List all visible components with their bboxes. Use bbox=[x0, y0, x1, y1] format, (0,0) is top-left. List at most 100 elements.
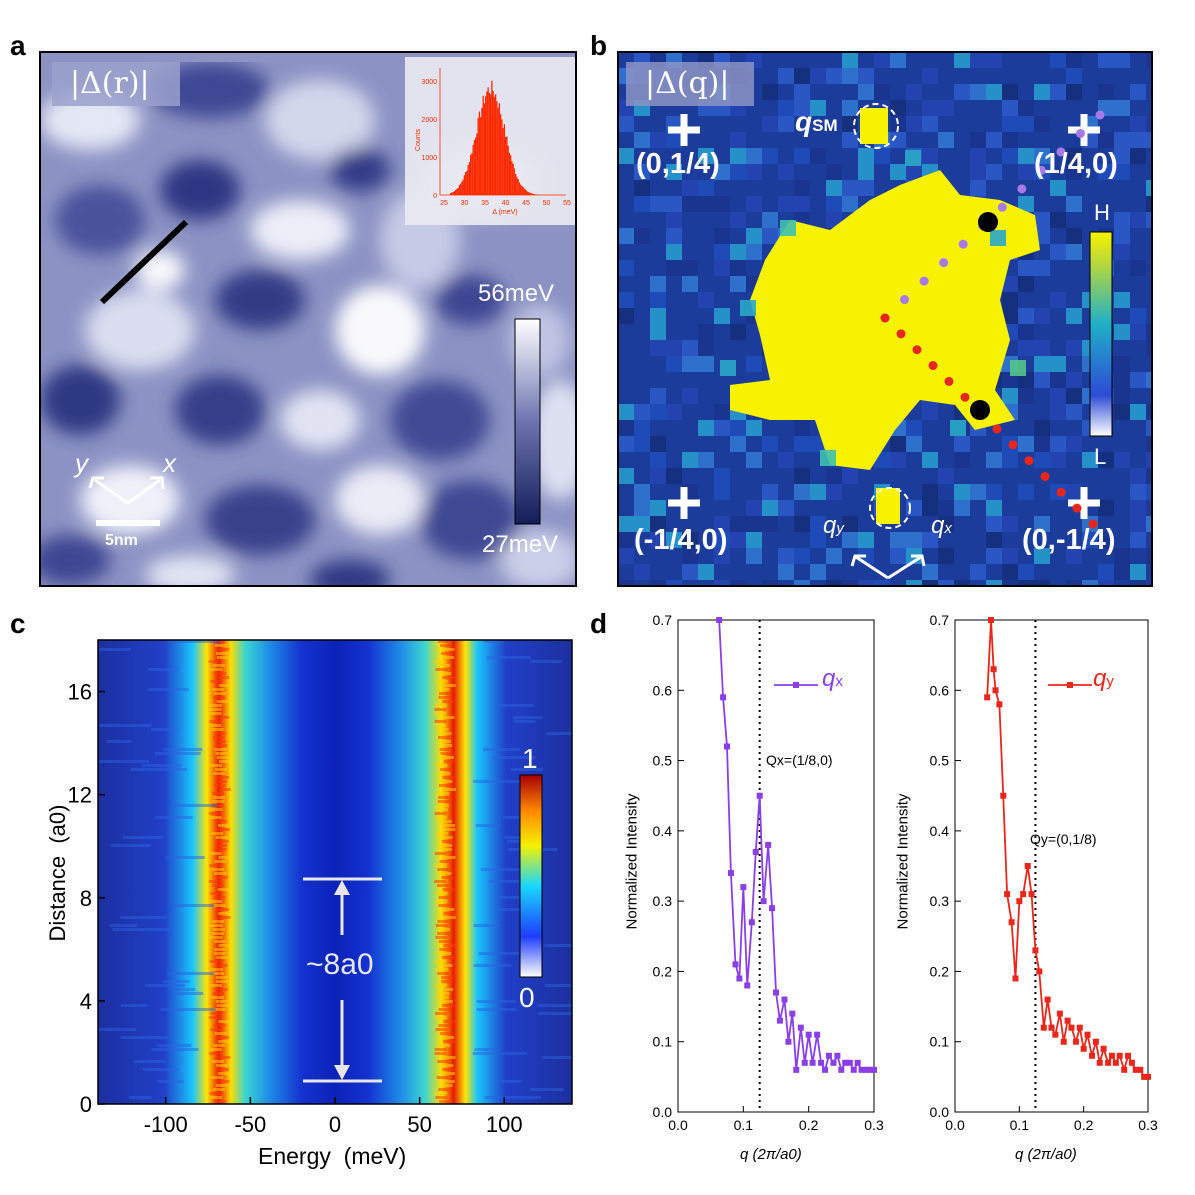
heatmap-peak-segment bbox=[218, 828, 231, 831]
fft-pixel bbox=[1002, 516, 1018, 532]
series-point bbox=[716, 617, 723, 623]
heatmap-peak-segment bbox=[438, 772, 451, 775]
hist-bar bbox=[518, 182, 521, 195]
fft-pixel bbox=[618, 516, 634, 532]
heatmap-peak-segment bbox=[434, 1048, 447, 1051]
heatmap-peak-segment bbox=[209, 708, 222, 711]
heatmap-peak-segment bbox=[216, 1064, 229, 1067]
series-point bbox=[1076, 1024, 1083, 1031]
ytick-label: 0.6 bbox=[653, 682, 673, 698]
fft-pixel bbox=[1034, 212, 1050, 228]
heatmap-peak-segment bbox=[212, 928, 225, 931]
heatmap-noise bbox=[482, 748, 521, 751]
hist-bar bbox=[508, 152, 511, 195]
hist-bar bbox=[452, 192, 454, 195]
fft-pixel bbox=[730, 164, 746, 180]
heatmap-peak-segment bbox=[439, 952, 452, 955]
heatmap-peak-segment bbox=[440, 844, 453, 847]
heatmap-peak-segment bbox=[216, 840, 229, 843]
fft-pixel bbox=[650, 292, 666, 308]
fft-pixel bbox=[634, 436, 650, 452]
fft-pixel bbox=[1098, 52, 1114, 68]
fft-pixel bbox=[794, 84, 810, 100]
fft-pixel bbox=[1114, 100, 1130, 116]
heatmap-noise bbox=[173, 992, 204, 995]
fft-pixel bbox=[986, 164, 1002, 180]
fft-pixel bbox=[730, 212, 746, 228]
xtick-label: 0.0 bbox=[668, 1117, 688, 1133]
hist-bar bbox=[457, 187, 459, 195]
series-point bbox=[736, 975, 743, 982]
fft-pixel bbox=[714, 484, 730, 500]
fft-pixel bbox=[1130, 468, 1146, 484]
heatmap-peak-segment bbox=[211, 884, 224, 887]
fft-pixel bbox=[954, 500, 970, 516]
fft-pixel bbox=[842, 68, 858, 84]
heatmap-peak-segment bbox=[210, 900, 223, 903]
heatmap-peak-segment bbox=[212, 868, 225, 871]
fft-pixel bbox=[1002, 308, 1018, 324]
fft-pixel bbox=[794, 580, 810, 586]
fft-pixel bbox=[922, 452, 938, 468]
fft-pixel bbox=[1018, 484, 1034, 500]
heatmap-peak-segment bbox=[435, 680, 448, 683]
series-point bbox=[776, 1017, 783, 1024]
fft-pixel bbox=[762, 580, 778, 586]
fft-pixel bbox=[1002, 388, 1018, 404]
fft-pixel bbox=[1098, 132, 1114, 148]
series-point bbox=[871, 1066, 877, 1073]
heatmap-peak-segment bbox=[434, 812, 447, 815]
heatmap-peak-segment bbox=[435, 900, 448, 903]
fft-pixel bbox=[1146, 132, 1152, 148]
series-point bbox=[996, 701, 1003, 708]
heatmap-peak-segment bbox=[438, 640, 451, 643]
fft-pixel bbox=[746, 228, 762, 244]
series-point bbox=[765, 841, 772, 848]
fft-pixel bbox=[666, 132, 682, 148]
fft-pixel bbox=[778, 548, 794, 564]
fft-pixel bbox=[1146, 420, 1152, 436]
heatmap-peak-segment bbox=[210, 892, 223, 895]
hist-bar bbox=[493, 96, 496, 195]
heatmap-peak-segment bbox=[210, 936, 223, 939]
hist-bar bbox=[530, 193, 532, 195]
fft-pixel bbox=[778, 116, 794, 132]
fft-pixel bbox=[938, 580, 954, 586]
fft-pixel bbox=[826, 180, 842, 196]
heatmap-peak-segment bbox=[211, 1076, 224, 1079]
hist-bar bbox=[527, 191, 529, 195]
heatmap-peak-segment bbox=[443, 1040, 456, 1043]
heatmap-peak-segment bbox=[213, 664, 226, 667]
heatmap-peak-segment bbox=[434, 960, 447, 963]
heatmap-peak-segment bbox=[443, 1020, 456, 1023]
fft-colorbar-high: H bbox=[1094, 200, 1110, 225]
series-point bbox=[769, 905, 776, 912]
heatmap-peak-segment bbox=[218, 912, 231, 915]
fft-pixel bbox=[1130, 132, 1146, 148]
heatmap-peak-segment bbox=[443, 944, 456, 947]
fft-pixel bbox=[666, 244, 682, 260]
heatmap-noise bbox=[530, 660, 563, 663]
heatmap-peak-segment bbox=[434, 864, 447, 867]
linecut-marker bbox=[99, 219, 189, 305]
fft-pixel bbox=[714, 548, 730, 564]
fft-pixel bbox=[634, 404, 650, 420]
axis-x-label: x bbox=[163, 448, 176, 478]
fft-pixel bbox=[1018, 580, 1034, 586]
heatmap-peak-segment bbox=[212, 688, 225, 691]
fft-pixel bbox=[890, 532, 906, 548]
fft-pixel bbox=[714, 516, 730, 532]
fft-pixel bbox=[1066, 580, 1082, 586]
fft-pixel bbox=[1114, 292, 1130, 308]
fft-pixel bbox=[698, 420, 714, 436]
heatmap-peak-segment bbox=[440, 848, 453, 851]
heatmap-peak-segment bbox=[441, 1004, 454, 1007]
fft-pixel bbox=[1066, 484, 1082, 500]
heatmap-peak-segment bbox=[440, 836, 453, 839]
heatmap-peak-segment bbox=[439, 692, 452, 695]
q-axis-y-main: q bbox=[823, 512, 837, 539]
fft-pixel bbox=[1050, 244, 1066, 260]
heatmap-noise bbox=[495, 896, 537, 899]
qx-marker-label: Qx=(1/8,0) bbox=[766, 752, 833, 768]
hist-bar bbox=[478, 111, 481, 195]
